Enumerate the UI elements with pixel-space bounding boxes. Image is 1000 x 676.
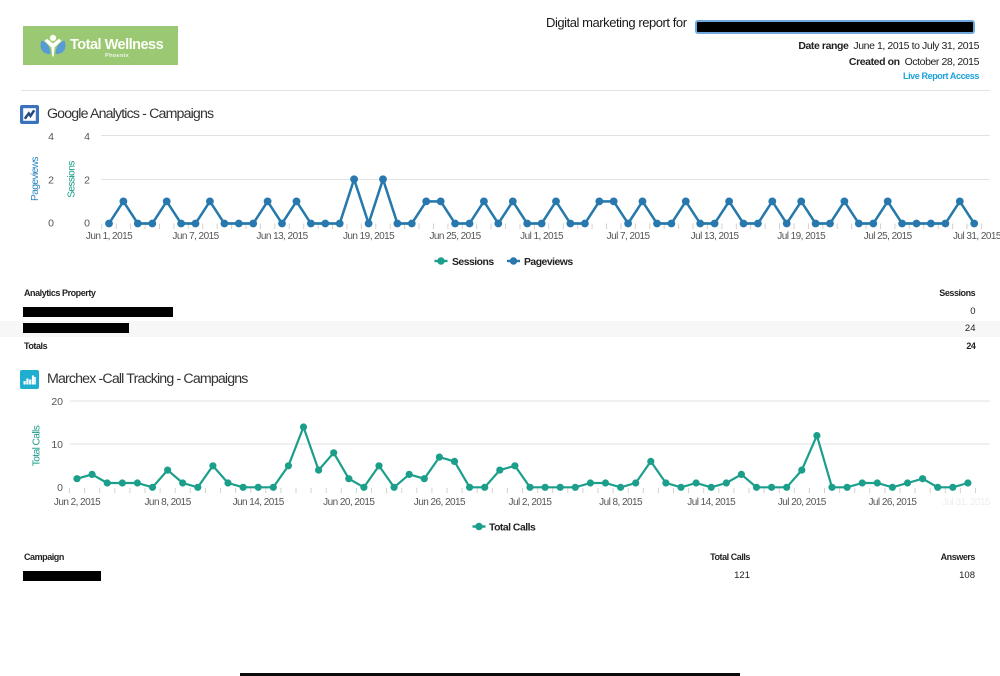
svg-text:Jun 26, 2015: Jun 26, 2015 [414, 497, 466, 508]
svg-text:Jun 8, 2015: Jun 8, 2015 [144, 497, 191, 508]
svg-text:2: 2 [48, 175, 54, 187]
svg-text:2: 2 [84, 175, 90, 187]
svg-text:Jun 13, 2015: Jun 13, 2015 [256, 231, 308, 242]
svg-text:Jul 14, 2015: Jul 14, 2015 [687, 497, 736, 508]
svg-text:Jun 7, 2015: Jun 7, 2015 [172, 231, 219, 242]
svg-text:Total Calls: Total Calls [32, 425, 43, 466]
svg-text:Jul 26, 2015: Jul 26, 2015 [868, 497, 917, 508]
svg-text:20: 20 [51, 396, 63, 408]
svg-text:4: 4 [84, 131, 90, 143]
svg-text:Sessions: Sessions [67, 161, 78, 198]
svg-text:Jun 2, 2015: Jun 2, 2015 [54, 497, 101, 508]
svg-text:Sessions: Sessions [452, 257, 494, 268]
svg-text:Jun 25, 2015: Jun 25, 2015 [429, 231, 481, 242]
svg-text:Jul 20, 2015: Jul 20, 2015 [778, 497, 827, 508]
svg-text:Jul 8, 2015: Jul 8, 2015 [599, 497, 643, 508]
svg-text:Pageviews: Pageviews [524, 257, 573, 268]
svg-text:0: 0 [57, 482, 63, 494]
svg-text:Jul 2, 2015: Jul 2, 2015 [509, 497, 553, 508]
svg-text:Total Calls: Total Calls [489, 522, 536, 533]
svg-text:Pageviews: Pageviews [30, 157, 41, 201]
svg-text:0: 0 [84, 218, 90, 230]
svg-text:4: 4 [48, 131, 54, 143]
svg-text:Jul 1, 2015: Jul 1, 2015 [520, 231, 564, 242]
svg-text:Jun 1, 2015: Jun 1, 2015 [86, 231, 133, 242]
svg-text:Jul 31, 2015: Jul 31, 2015 [953, 231, 1000, 242]
svg-text:Jul 7, 2015: Jul 7, 2015 [607, 231, 651, 242]
svg-text:Jun 19, 2015: Jun 19, 2015 [343, 231, 395, 242]
svg-text:Jun 14, 2015: Jun 14, 2015 [233, 497, 285, 508]
svg-text:Jul 25, 2015: Jul 25, 2015 [864, 231, 913, 242]
svg-text:Jun 20, 2015: Jun 20, 2015 [323, 497, 375, 508]
svg-text:Jul 13, 2015: Jul 13, 2015 [691, 231, 740, 242]
svg-text:10: 10 [51, 439, 63, 451]
svg-text:Jul 19, 2015: Jul 19, 2015 [777, 231, 826, 242]
svg-text:Jul 31, 2015: Jul 31, 2015 [942, 497, 991, 508]
svg-text:0: 0 [48, 218, 54, 230]
